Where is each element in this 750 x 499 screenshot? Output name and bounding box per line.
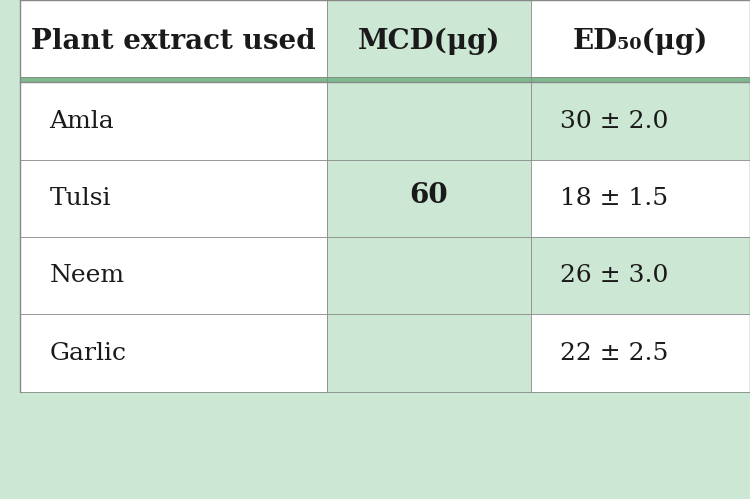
Bar [20,314,327,392]
Bar [327,314,531,392]
Bar [20,160,327,237]
Text: MCD(μg): MCD(μg) [358,27,500,55]
Bar [531,160,750,237]
Bar [327,160,531,237]
Bar [20,0,327,82]
Bar [531,314,750,392]
Bar [327,82,531,160]
Text: Garlic: Garlic [50,341,127,365]
Text: 26 ± 3.0: 26 ± 3.0 [560,264,669,287]
Text: 30 ± 2.0: 30 ± 2.0 [560,109,669,133]
Bar [327,0,531,77]
Text: Amla: Amla [50,109,114,133]
Bar [327,237,531,314]
Text: 60: 60 [410,182,448,210]
Text: Plant extract used: Plant extract used [32,27,316,55]
Bar [327,0,531,82]
Bar [20,237,327,314]
Text: 18 ± 1.5: 18 ± 1.5 [560,187,668,210]
Bar [531,237,750,314]
Bar [531,0,750,82]
Bar [531,0,750,77]
Text: Neem: Neem [50,264,124,287]
Bar [20,82,327,160]
Text: Tulsi: Tulsi [50,187,111,210]
Bar [20,0,327,77]
Text: 22 ± 2.5: 22 ± 2.5 [560,341,669,365]
Bar [531,82,750,160]
Text: ED₅₀(μg): ED₅₀(μg) [573,27,708,55]
